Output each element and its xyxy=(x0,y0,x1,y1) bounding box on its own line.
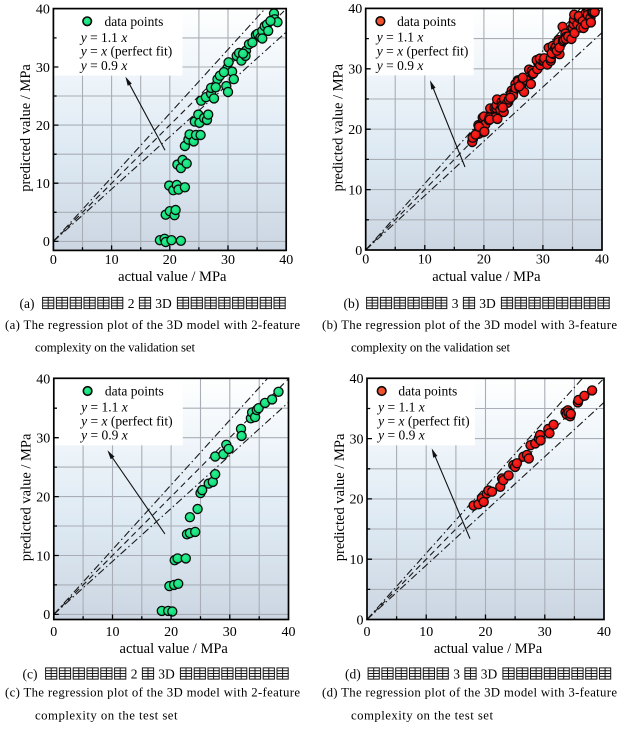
svg-text:0: 0 xyxy=(364,625,371,640)
svg-text:30: 30 xyxy=(221,253,235,268)
svg-text:(c) The regression plot of the: (c) The regression plot of the 3D model … xyxy=(5,686,300,700)
svg-text:20: 20 xyxy=(479,625,493,640)
svg-text:10: 10 xyxy=(36,177,50,192)
svg-text:actual value / MPa: actual value / MPa xyxy=(432,269,541,285)
svg-text:y = 0.9 x: y = 0.9 x xyxy=(375,58,424,73)
svg-text:2: 2 xyxy=(131,666,138,681)
svg-text:30: 30 xyxy=(538,625,552,640)
svg-text:20: 20 xyxy=(350,493,364,508)
svg-text:10: 10 xyxy=(348,183,362,198)
svg-text:actual value / MPa: actual value / MPa xyxy=(118,269,227,285)
svg-text:data points: data points xyxy=(105,14,164,29)
svg-text:(b) The regression plot of the: (b) The regression plot of the 3D model … xyxy=(322,318,617,332)
svg-text:complexity on the test set: complexity on the test set xyxy=(35,709,178,723)
svg-text:y = x (perfect fit): y = x (perfect fit) xyxy=(79,413,173,428)
svg-text:0: 0 xyxy=(43,608,50,623)
svg-text:actual value / MPa: actual value / MPa xyxy=(434,641,543,657)
svg-text:40: 40 xyxy=(36,3,50,18)
svg-text:30: 30 xyxy=(536,253,550,268)
svg-text:20: 20 xyxy=(164,625,178,640)
svg-text:0: 0 xyxy=(50,253,57,268)
svg-text:3: 3 xyxy=(452,296,459,311)
svg-text:3D: 3D xyxy=(158,666,175,681)
svg-text:20: 20 xyxy=(163,253,177,268)
svg-text:20: 20 xyxy=(348,123,362,138)
svg-text:(c): (c) xyxy=(23,666,38,681)
svg-text:40: 40 xyxy=(597,625,611,640)
svg-text:y = x (perfect fit): y = x (perfect fit) xyxy=(376,413,470,428)
svg-text:actual value / MPa: actual value / MPa xyxy=(120,641,229,657)
svg-text:y = 1.1 x: y = 1.1 x xyxy=(376,400,425,415)
svg-text:data points: data points xyxy=(398,384,457,399)
svg-text:40: 40 xyxy=(350,372,364,387)
svg-text:10: 10 xyxy=(106,625,120,640)
svg-text:30: 30 xyxy=(348,63,362,78)
svg-text:20: 20 xyxy=(36,490,50,505)
svg-text:20: 20 xyxy=(36,119,50,134)
svg-text:(a) The regression plot of the: (a) The regression plot of the 3D model … xyxy=(5,318,300,332)
svg-text:10: 10 xyxy=(105,253,119,268)
svg-text:20: 20 xyxy=(477,253,491,268)
svg-text:0: 0 xyxy=(357,613,364,628)
svg-text:40: 40 xyxy=(348,2,362,17)
svg-text:30: 30 xyxy=(350,432,364,447)
svg-text:3D: 3D xyxy=(155,296,172,311)
svg-text:y = 1.1 x: y = 1.1 x xyxy=(79,30,128,45)
svg-text:40: 40 xyxy=(279,253,293,268)
svg-text:complexity on the validation s: complexity on the validation set xyxy=(35,341,195,355)
svg-text:3: 3 xyxy=(453,666,460,681)
svg-text:y = 0.9 x: y = 0.9 x xyxy=(79,58,128,73)
svg-text:30: 30 xyxy=(36,432,50,447)
svg-text:y = x (perfect fit): y = x (perfect fit) xyxy=(79,44,173,59)
svg-text:data points: data points xyxy=(105,384,164,399)
svg-text:40: 40 xyxy=(282,625,296,640)
svg-text:10: 10 xyxy=(418,253,432,268)
svg-text:40: 40 xyxy=(595,253,609,268)
svg-text:10: 10 xyxy=(36,549,50,564)
svg-text:10: 10 xyxy=(419,625,433,640)
svg-text:predicted value / MPa: predicted value / MPa xyxy=(19,433,35,561)
svg-text:0: 0 xyxy=(355,244,362,259)
svg-text:2: 2 xyxy=(128,296,135,311)
svg-text:10: 10 xyxy=(350,553,364,568)
svg-text:30: 30 xyxy=(223,625,237,640)
svg-text:(d) The regression plot of the: (d) The regression plot of the 3D model … xyxy=(322,686,617,700)
svg-text:0: 0 xyxy=(43,235,50,250)
svg-text:predicted value / MPa: predicted value / MPa xyxy=(18,64,34,192)
svg-text:(a): (a) xyxy=(20,296,35,311)
svg-text:y = 0.9 x: y = 0.9 x xyxy=(79,428,128,443)
svg-text:0: 0 xyxy=(362,253,369,268)
svg-text:y = 1.1 x: y = 1.1 x xyxy=(79,400,128,415)
svg-text:3D: 3D xyxy=(481,666,498,681)
svg-text:complexity on the test set: complexity on the test set xyxy=(351,709,493,723)
svg-text:y = x (perfect fit): y = x (perfect fit) xyxy=(375,44,469,59)
svg-text:30: 30 xyxy=(36,61,50,76)
svg-text:3D: 3D xyxy=(479,296,496,311)
svg-text:0: 0 xyxy=(50,625,57,640)
svg-text:40: 40 xyxy=(36,373,50,388)
svg-text:y = 0.9 x: y = 0.9 x xyxy=(376,428,425,443)
svg-text:data points: data points xyxy=(397,14,456,29)
svg-text:predicted value / MPa: predicted value / MPa xyxy=(331,63,347,191)
svg-text:complexity on the validation s: complexity on the validation set xyxy=(351,341,510,355)
svg-text:predicted value / MPa: predicted value / MPa xyxy=(332,433,348,561)
svg-text:(b): (b) xyxy=(344,296,360,311)
svg-text:(d): (d) xyxy=(345,666,361,681)
svg-text:y = 1.1 x: y = 1.1 x xyxy=(375,30,424,45)
